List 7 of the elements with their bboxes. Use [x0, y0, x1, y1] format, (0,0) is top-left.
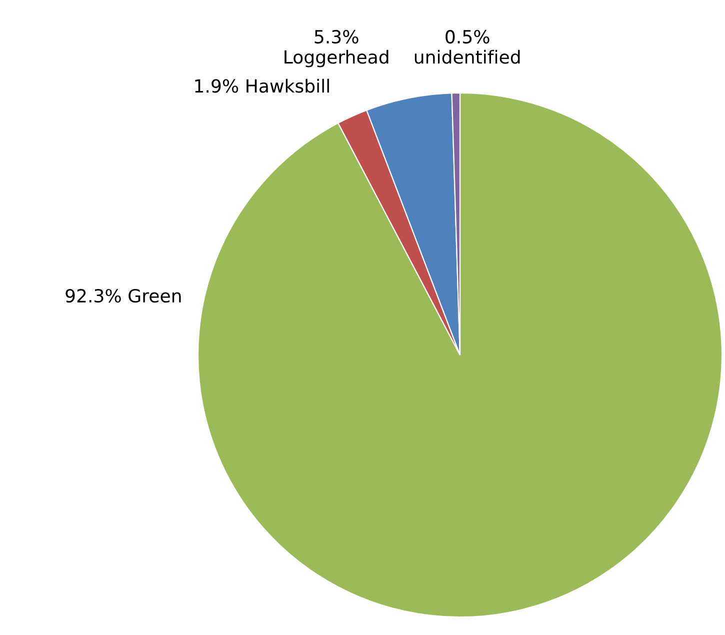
slice-label: unidentified: [414, 50, 520, 64]
data-label: 0.5%: [446, 30, 490, 44]
slice-label: 92.3% Green: [66, 288, 181, 303]
slice-label: Loggerhead: [284, 50, 388, 68]
data-label: 5.3%: [314, 30, 358, 44]
slice-label: 1.9% Hawksbill: [195, 78, 329, 93]
pie-slice: [197, 92, 723, 618]
